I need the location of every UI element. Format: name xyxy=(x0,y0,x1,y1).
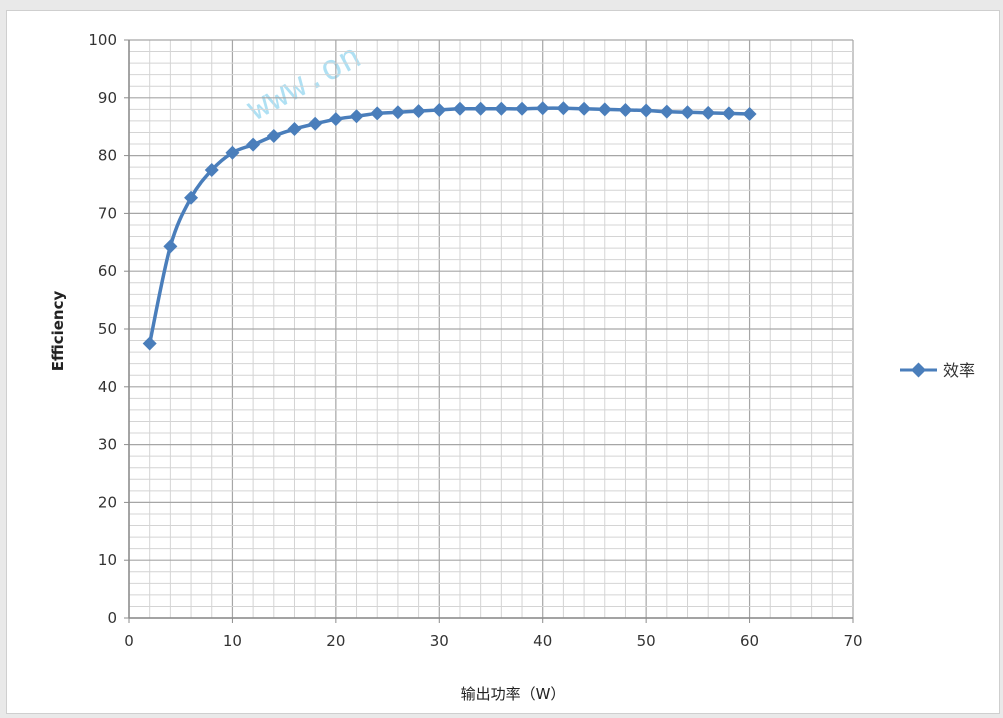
efficiency-chart: www.on 0 10 20 30 40 50 60 70 0 10 20 30 40 50 60 70 80 9… xyxy=(49,31,975,703)
legend-marker xyxy=(911,362,926,378)
data-point xyxy=(266,128,281,143)
watermark: www.on xyxy=(240,36,367,129)
data-point xyxy=(204,163,219,178)
x-tick-label: 40 xyxy=(533,632,552,650)
x-axis-title: 输出功率（W） xyxy=(461,685,566,703)
data-point xyxy=(639,103,654,118)
data-point xyxy=(163,239,178,254)
data-point xyxy=(349,109,364,124)
data-point xyxy=(246,137,261,152)
data-point xyxy=(473,101,488,116)
data-point xyxy=(452,101,467,116)
data-point xyxy=(577,101,592,116)
y-tick-label: 90 xyxy=(98,89,117,107)
data-point xyxy=(432,102,447,117)
x-tick-label: 70 xyxy=(843,632,862,650)
data-point xyxy=(328,112,343,127)
data-point xyxy=(308,116,323,131)
data-point xyxy=(411,104,426,119)
data-point xyxy=(390,105,405,120)
x-tick-label: 20 xyxy=(326,632,345,650)
x-tick-label: 60 xyxy=(740,632,759,650)
data-point xyxy=(721,106,736,121)
y-tick-label: 70 xyxy=(98,204,117,222)
tick-labels: 0 10 20 30 40 50 60 70 0 10 20 30 40 50 60 70 80 90 100 xyxy=(88,31,862,650)
data-point xyxy=(701,105,716,120)
x-tick-label: 50 xyxy=(637,632,656,650)
y-tick-label: 40 xyxy=(98,378,117,396)
series-line xyxy=(147,106,752,346)
legend-label: 效率 xyxy=(943,361,975,380)
data-point xyxy=(659,104,674,119)
y-tick-label: 50 xyxy=(98,320,117,338)
x-tick-label: 0 xyxy=(124,632,134,650)
data-point xyxy=(370,106,385,121)
data-point xyxy=(742,106,757,121)
x-tick-label: 10 xyxy=(223,632,242,650)
y-axis-title: Efficiency xyxy=(49,291,67,372)
y-tick-label: 20 xyxy=(98,493,117,511)
data-point xyxy=(225,145,240,160)
legend: 效率 xyxy=(900,361,975,380)
grid xyxy=(128,39,854,619)
data-point xyxy=(184,190,199,205)
data-point xyxy=(287,122,302,137)
chart-area: www.on 0 10 20 30 40 50 60 70 0 10 20 30 40 50 60 70 80 9… xyxy=(6,10,1000,714)
data-point xyxy=(618,102,633,117)
series xyxy=(142,101,757,351)
data-point xyxy=(142,336,157,351)
watermark-text: www.on xyxy=(240,36,367,129)
data-point xyxy=(515,101,530,116)
y-tick-label: 80 xyxy=(98,147,117,165)
data-point xyxy=(597,102,612,117)
data-point xyxy=(556,101,571,116)
x-tick-label: 30 xyxy=(430,632,449,650)
y-tick-label: 0 xyxy=(107,609,117,627)
y-tick-label: 100 xyxy=(88,31,117,49)
y-tick-label: 30 xyxy=(98,436,117,454)
data-point xyxy=(680,105,695,120)
data-point xyxy=(535,101,550,116)
data-point xyxy=(494,101,509,116)
y-tick-label: 10 xyxy=(98,551,117,569)
y-tick-label: 60 xyxy=(98,262,117,280)
